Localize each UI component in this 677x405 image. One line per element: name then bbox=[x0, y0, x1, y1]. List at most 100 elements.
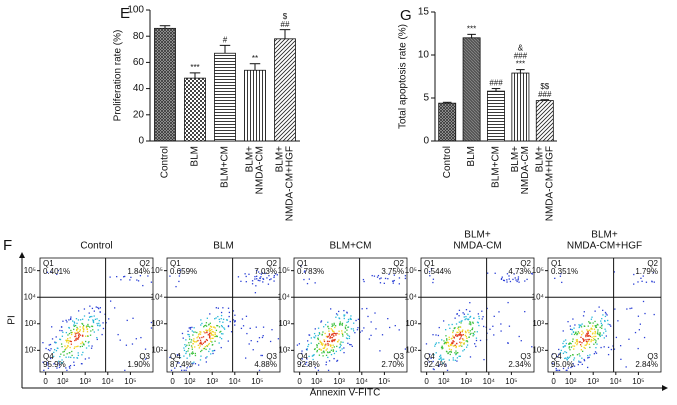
event-dot bbox=[335, 334, 337, 336]
event-dot bbox=[343, 309, 345, 312]
event-dot bbox=[589, 354, 591, 356]
event-dot bbox=[251, 280, 254, 282]
event-dot bbox=[439, 354, 442, 356]
event-dot bbox=[335, 316, 337, 318]
event-dot bbox=[596, 343, 598, 345]
event-dot bbox=[338, 310, 340, 313]
panel-label: G bbox=[400, 7, 412, 24]
event-dot bbox=[465, 331, 467, 334]
event-dot bbox=[531, 273, 534, 275]
event-dot bbox=[208, 342, 210, 345]
event-dot bbox=[398, 329, 400, 331]
event-dot bbox=[594, 320, 596, 323]
event-dot bbox=[215, 329, 218, 332]
event-dot bbox=[569, 325, 571, 327]
event-dot bbox=[344, 326, 347, 328]
event-dot bbox=[341, 323, 343, 326]
event-dot bbox=[179, 272, 181, 275]
event-dot bbox=[277, 338, 280, 340]
event-dot bbox=[147, 275, 149, 277]
event-dot bbox=[54, 342, 57, 344]
event-dot bbox=[213, 349, 216, 352]
event-dot bbox=[432, 281, 434, 284]
event-dot bbox=[197, 339, 199, 342]
event-dot bbox=[457, 334, 459, 336]
event-dot bbox=[89, 315, 92, 318]
y-tick-label: 10⁴ bbox=[24, 292, 37, 301]
event-dot bbox=[342, 335, 344, 337]
event-dot bbox=[582, 338, 585, 341]
event-dot bbox=[476, 321, 479, 323]
quadrant-name: Q1 bbox=[43, 259, 54, 268]
event-dot bbox=[261, 354, 264, 357]
significance: & bbox=[518, 44, 524, 53]
event-dot bbox=[205, 325, 208, 327]
event-dot bbox=[200, 350, 202, 353]
event-dot bbox=[191, 326, 193, 329]
event-dot bbox=[136, 279, 138, 281]
event-dot bbox=[53, 351, 55, 354]
event-dot bbox=[47, 367, 50, 369]
event-dot bbox=[458, 345, 460, 347]
event-dot bbox=[69, 364, 72, 367]
event-dot bbox=[55, 336, 57, 338]
event-dot bbox=[452, 345, 455, 347]
event-dot bbox=[218, 342, 220, 344]
event-dot bbox=[587, 325, 589, 327]
event-dot bbox=[338, 333, 340, 335]
event-dot bbox=[331, 329, 333, 331]
event-dot bbox=[559, 351, 562, 354]
event-dot bbox=[508, 275, 510, 277]
y-tick-label: 10⁴ bbox=[278, 292, 291, 301]
quadrant-name: Q3 bbox=[647, 352, 658, 361]
event-dot bbox=[203, 325, 206, 327]
event-dot bbox=[347, 318, 350, 321]
event-dot bbox=[481, 318, 483, 320]
error-bar bbox=[159, 25, 171, 29]
event-dot bbox=[129, 279, 131, 281]
event-dot bbox=[323, 326, 325, 328]
event-dot bbox=[570, 343, 572, 345]
event-dot bbox=[189, 326, 192, 329]
event-dot bbox=[580, 349, 583, 351]
event-dot bbox=[593, 335, 595, 338]
event-dot bbox=[187, 347, 190, 350]
event-dot bbox=[234, 320, 236, 322]
event-dot bbox=[137, 280, 140, 282]
event-dot bbox=[220, 314, 223, 317]
event-dot bbox=[170, 369, 173, 372]
event-dot bbox=[576, 340, 579, 342]
event-dot bbox=[318, 333, 321, 335]
plot-frame bbox=[293, 257, 408, 373]
event-dot bbox=[308, 334, 310, 336]
event-dot bbox=[320, 342, 323, 344]
event-dot bbox=[61, 335, 64, 337]
event-dot bbox=[596, 332, 599, 335]
event-dot bbox=[73, 361, 75, 363]
event-dot bbox=[483, 358, 485, 361]
event-dot bbox=[73, 328, 75, 331]
bar bbox=[244, 69, 266, 142]
event-dot bbox=[307, 364, 310, 366]
event-dot bbox=[473, 333, 475, 336]
event-dot bbox=[240, 280, 242, 282]
event-dot bbox=[467, 313, 469, 315]
event-dot bbox=[486, 307, 488, 310]
event-dot bbox=[460, 322, 462, 324]
event-dot bbox=[349, 343, 351, 346]
event-dot bbox=[262, 326, 265, 328]
event-dot bbox=[373, 275, 376, 277]
event-dot bbox=[524, 310, 526, 313]
event-dot bbox=[60, 326, 63, 328]
event-dot bbox=[645, 281, 648, 283]
event-dot bbox=[81, 335, 84, 337]
event-dot bbox=[216, 325, 219, 327]
event-dot bbox=[313, 336, 315, 338]
event-dot bbox=[500, 330, 502, 332]
event-dot bbox=[500, 277, 503, 280]
quadrant-name: Q4 bbox=[551, 352, 562, 361]
event-dot bbox=[188, 344, 190, 346]
event-dot bbox=[318, 331, 321, 334]
event-dot bbox=[573, 359, 575, 361]
event-dot bbox=[312, 354, 314, 357]
